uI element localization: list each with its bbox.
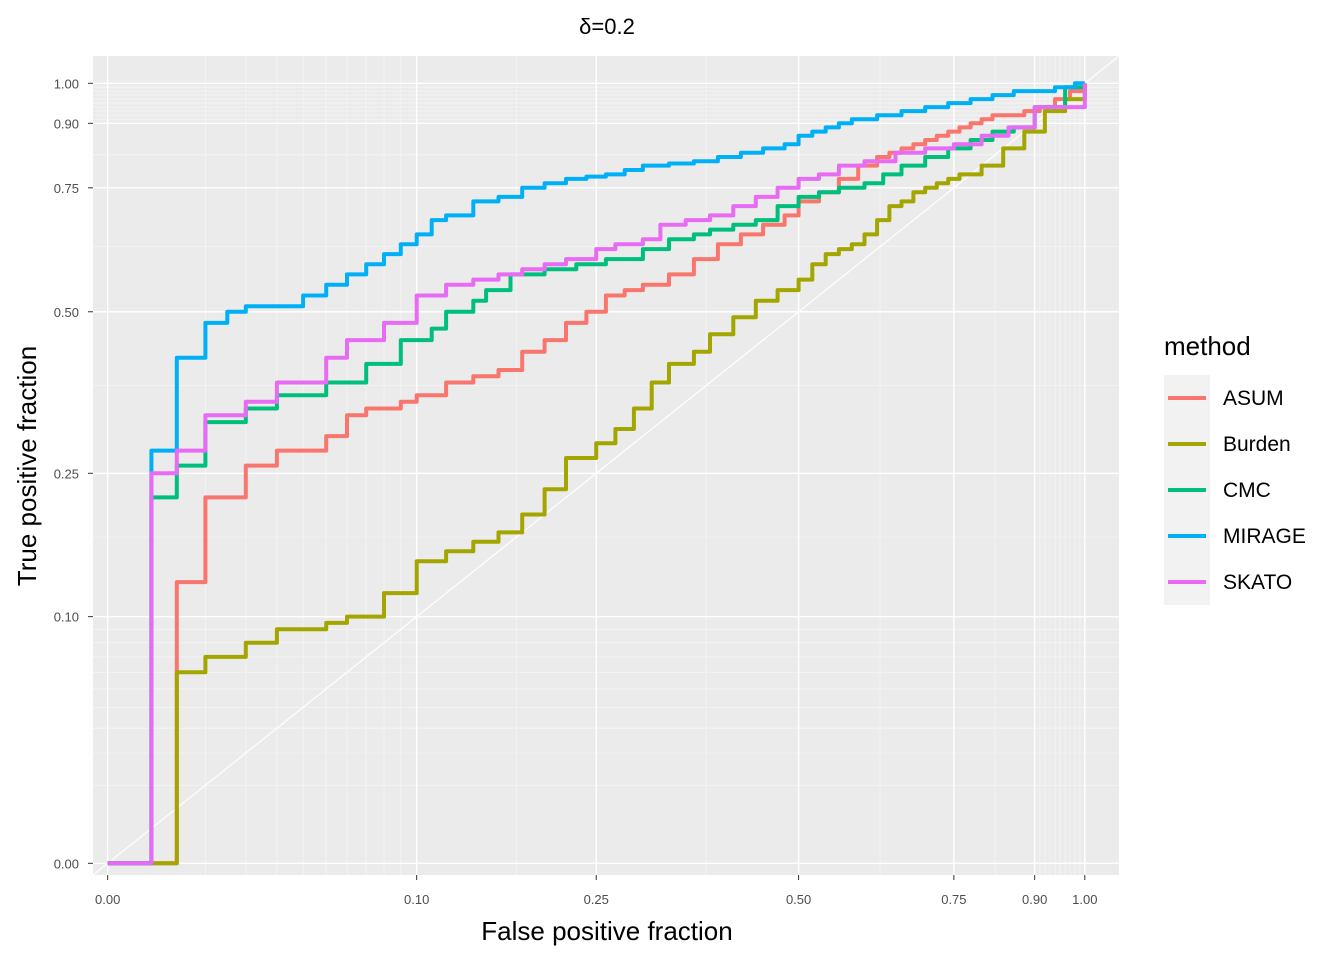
plot-title: δ=0.2: [579, 14, 635, 39]
x-axis-title: False positive fraction: [481, 916, 732, 946]
y-axis-ticks: 0.00 0.10 0.25 0.50 0.75 0.90 1.00: [54, 76, 93, 871]
x-tick-label: 0.50: [786, 892, 811, 907]
x-tick-label: 0.90: [1022, 892, 1047, 907]
series-group: [107, 81, 1087, 866]
series-line-asum: [107, 83, 1087, 866]
legend-items: ASUM Burden CMC MIRAGE SKATO: [1164, 375, 1306, 605]
x-axis-ticks: 0.00 0.10 0.25 0.50 0.75 0.90 1.00: [95, 875, 1097, 907]
legend: method ASUM Burden CMC MIRAGE SKATO: [1164, 331, 1306, 605]
reference-diagonal: [92, 55, 1120, 876]
legend-label-burden: Burden: [1223, 433, 1291, 456]
legend-label-mirage: MIRAGE: [1223, 525, 1306, 548]
legend-title: method: [1164, 331, 1251, 361]
y-tick-label: 0.00: [54, 856, 79, 871]
x-tick-label: 1.00: [1072, 892, 1097, 907]
x-tick-label: 0.00: [95, 892, 120, 907]
legend-label-cmc: CMC: [1223, 479, 1271, 502]
legend-label-skato: SKATO: [1223, 571, 1292, 594]
x-tick-label: 0.10: [404, 892, 429, 907]
grid-minor: [93, 56, 1119, 875]
y-tick-label: 1.00: [54, 76, 79, 91]
grid-major: [93, 56, 1119, 875]
legend-label-asum: ASUM: [1223, 387, 1284, 410]
x-tick-label: 0.75: [941, 892, 966, 907]
x-tick-label: 0.25: [584, 892, 609, 907]
y-axis-title: True positive fraction: [12, 346, 42, 586]
y-tick-label: 0.75: [54, 181, 79, 196]
series-line-mirage: [107, 81, 1085, 866]
y-tick-label: 0.50: [54, 305, 79, 320]
y-tick-label: 0.25: [54, 466, 79, 481]
y-tick-label: 0.90: [54, 116, 79, 131]
series-line-skato: [107, 83, 1087, 866]
series-line-burden: [107, 83, 1087, 866]
series-line-cmc: [107, 85, 1085, 866]
y-tick-label: 0.10: [54, 610, 79, 625]
